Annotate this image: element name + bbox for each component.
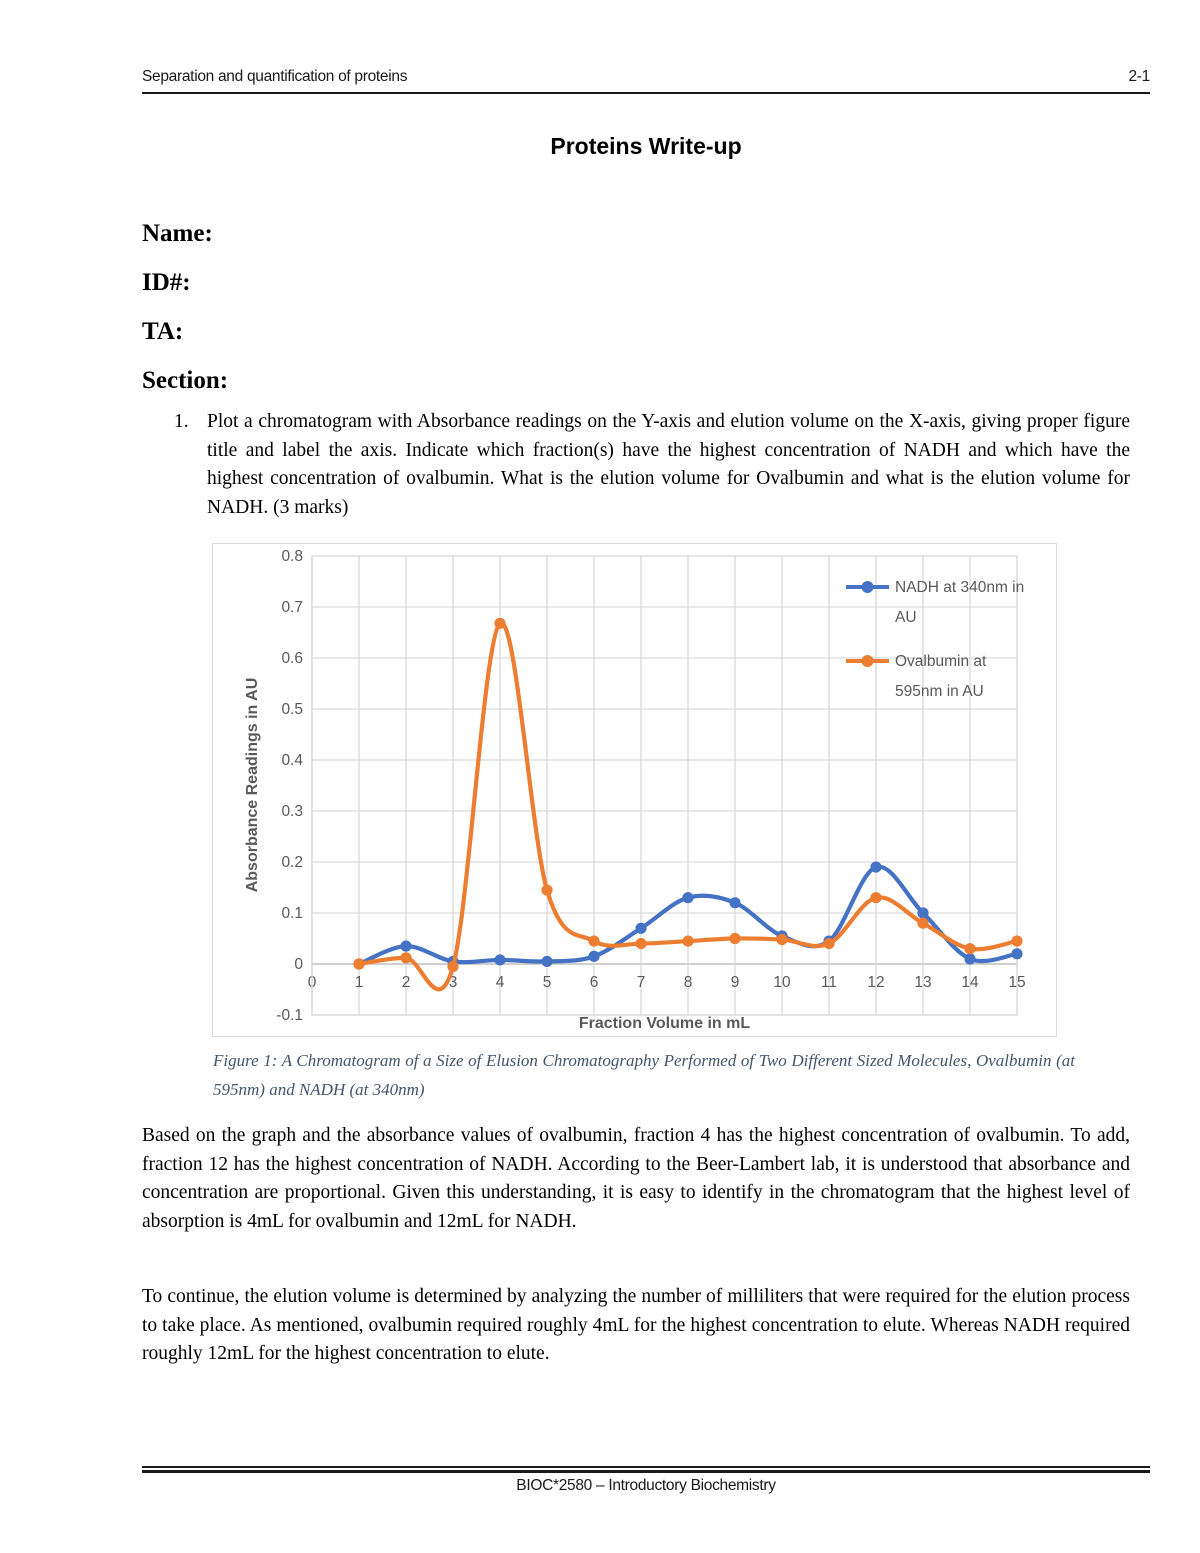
- data-point-marker: [588, 935, 600, 947]
- y-axis-tick-label: 0.4: [281, 752, 303, 769]
- x-axis-tick-label: 11: [821, 974, 837, 991]
- header-running-title: Separation and quantification of protein…: [142, 68, 408, 85]
- data-point-marker: [400, 940, 412, 952]
- x-axis-tick-label: 7: [637, 974, 646, 991]
- data-point-marker: [729, 932, 741, 945]
- x-axis-tick-label: 9: [731, 974, 740, 991]
- data-point-marker: [1011, 948, 1023, 960]
- y-axis-tick-label: 0.3: [281, 803, 303, 820]
- ta-field-label: TA:: [142, 318, 184, 345]
- data-point-marker: [870, 861, 882, 873]
- data-point-marker: [635, 938, 647, 950]
- answer-paragraph-2: To continue, the elution volume is deter…: [142, 1286, 1130, 1364]
- x-axis-tick-label: 2: [402, 974, 411, 991]
- x-axis-tick-label: 6: [590, 974, 599, 991]
- x-axis-tick-label: 14: [961, 974, 979, 991]
- footer-divider-thick: [142, 1470, 1150, 1473]
- data-point-marker: [541, 884, 553, 896]
- footer-course-label: BIOC*2580 – Introductory Biochemistry: [516, 1477, 776, 1494]
- form-fields: Name: ID#: TA: Section:: [142, 220, 228, 416]
- chart-legend: NADH at 340nm in AU Ovalbumin at 595nm in A…: [846, 579, 1024, 700]
- legend-label: NADH at 340nm in: [895, 579, 1024, 596]
- page-footer: BIOC*2580 – Introductory Biochemistry: [142, 1466, 1150, 1495]
- answer-paragraph-1: Based on the graph and the absorbance va…: [142, 1125, 1130, 1232]
- chromatogram-chart: 0.8 0.7 0.6 0.5 0.4 0.3 0.2 0.1 0 -0.1 0 1 2 3 4 5 6 7 8 9 1…: [212, 543, 1057, 1037]
- y-axis-tick-label: 0.5: [281, 701, 303, 718]
- y-axis-title: Absorbance Readings in AU: [244, 678, 261, 893]
- data-point-marker: [447, 960, 459, 973]
- chromatogram-chart-svg: 0.80.70.60.50.40.30.20.10-0.10 1 2 3 4 5 6 7 8 9 1…: [244, 548, 1026, 1032]
- y-axis-tick-label: 0.2: [281, 854, 303, 871]
- data-point-marker: [964, 953, 976, 965]
- name-field-label: Name:: [142, 220, 213, 247]
- x-axis-tick-label: 1: [355, 974, 364, 991]
- data-point-marker: [729, 897, 741, 909]
- legend-marker-dot: [861, 655, 874, 667]
- legend-label: Ovalbumin at: [895, 653, 987, 670]
- section-field-label: Section:: [142, 367, 229, 394]
- plot-area-border: [311, 555, 1018, 1016]
- legend-label: 595nm in AU: [895, 683, 984, 700]
- data-point-marker: [776, 933, 788, 946]
- header-page-number: 2-1: [1128, 68, 1150, 85]
- y-axis-tick-label: 0.7: [281, 599, 303, 616]
- data-point-marker: [682, 892, 694, 904]
- page-header: Separation and quantification of protein…: [142, 68, 1150, 94]
- data-point-marker: [353, 958, 365, 970]
- id-field-label: ID#:: [142, 269, 191, 296]
- question-text: Plot a chromatogram with Absorbance read…: [207, 411, 1130, 518]
- series-nadh: [353, 861, 1023, 970]
- x-axis-tick-label: 10: [773, 974, 791, 991]
- data-point-marker: [541, 955, 553, 968]
- x-axis-tick-label: 13: [914, 974, 931, 991]
- data-point-marker: [823, 938, 835, 950]
- data-point-marker: [635, 922, 647, 934]
- data-point-marker: [494, 954, 506, 966]
- data-point-marker: [964, 943, 976, 955]
- question-number: 1.: [174, 411, 189, 432]
- data-point-marker: [1011, 935, 1023, 947]
- legend-label: AU: [895, 609, 917, 626]
- data-point-marker: [494, 617, 506, 629]
- legend-marker-dot: [861, 581, 874, 593]
- data-point-marker: [400, 952, 412, 964]
- x-axis-tick-label: 3: [449, 974, 458, 991]
- series-line: [356, 864, 1020, 967]
- page-title: Proteins Write-up: [550, 133, 742, 159]
- x-axis-tick-label: 5: [543, 974, 552, 991]
- series-ovalbumin: [353, 617, 1023, 992]
- x-axis-title: Fraction Volume in mL: [579, 1015, 751, 1032]
- figure-caption: Figure 1: A Chromatogram of a Size of El…: [213, 1051, 1075, 1099]
- data-point-marker: [917, 917, 929, 929]
- x-axis-tick-label: 12: [867, 974, 884, 991]
- y-axis-tick-label: 0.6: [281, 650, 303, 667]
- question-item: 1. Plot a chromatogram with Absorbance r…: [174, 408, 1130, 522]
- footer-divider-thin: [142, 1466, 1150, 1468]
- series-line: [356, 621, 1020, 992]
- y-axis-tick-label: 0.1: [281, 905, 303, 922]
- x-axis-tick-label: 8: [684, 974, 693, 991]
- data-point-marker: [588, 950, 600, 962]
- data-point-marker: [870, 892, 882, 904]
- y-axis-tick-label: -0.1: [276, 1007, 303, 1024]
- data-point-marker: [682, 935, 694, 947]
- y-axis-tick-label: 0.8: [281, 548, 303, 565]
- y-axis-tick-label: 0: [294, 956, 303, 973]
- data-point-marker: [917, 907, 929, 919]
- x-axis-tick-label: 4: [496, 974, 505, 991]
